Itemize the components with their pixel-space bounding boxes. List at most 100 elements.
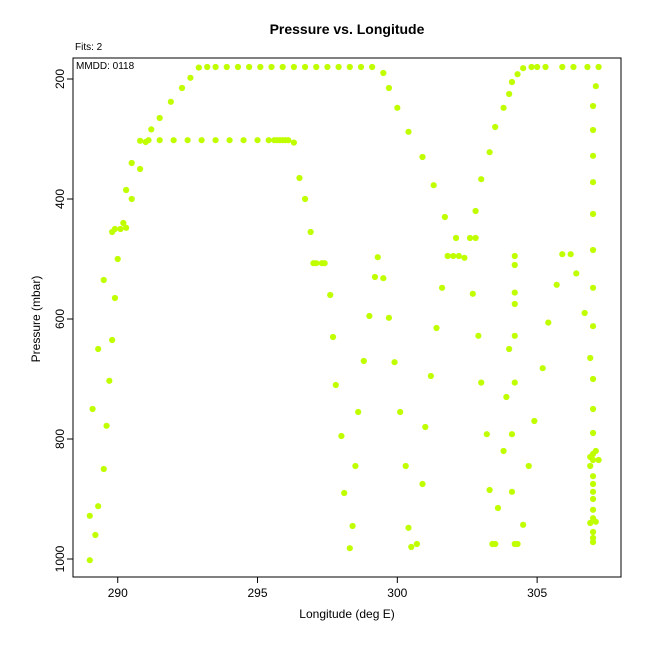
x-tick-label: 290: [108, 586, 128, 600]
data-point: [553, 281, 560, 288]
data-point: [234, 63, 242, 71]
y-tick-label: 200: [53, 69, 67, 89]
data-point: [103, 422, 110, 429]
data-point: [95, 503, 102, 510]
data-point: [506, 90, 513, 98]
data-point: [592, 518, 599, 525]
data-point: [114, 255, 121, 263]
data-point: [511, 300, 518, 308]
data-point: [408, 543, 415, 551]
data-point: [589, 473, 597, 480]
data-point: [184, 137, 191, 144]
y-tick-label: 600: [53, 309, 67, 329]
y-tick-label: 800: [53, 429, 67, 449]
data-point: [178, 84, 186, 92]
data-point: [581, 309, 588, 317]
data-point: [86, 512, 93, 519]
data-point: [508, 488, 516, 495]
data-point: [514, 540, 521, 548]
data-point: [369, 63, 376, 71]
chart-title: Pressure vs. Longitude: [270, 21, 425, 37]
data-point: [301, 63, 309, 71]
data-point: [587, 354, 594, 362]
data-point: [589, 246, 597, 254]
data-point: [301, 195, 309, 203]
data-point: [346, 63, 353, 71]
data-point: [589, 284, 597, 291]
data-point: [212, 63, 219, 71]
x-axis: 290 295 300 305: [108, 577, 547, 600]
data-point: [329, 333, 337, 341]
mmdd-annotation: MMDD: 0118: [76, 61, 135, 72]
data-point: [589, 102, 597, 110]
data-point: [313, 63, 320, 71]
data-point: [444, 252, 451, 260]
data-point: [584, 63, 591, 71]
data-point: [589, 405, 597, 413]
fits-annotation: Fits: 2: [75, 42, 103, 53]
data-point: [285, 137, 292, 144]
data-point: [296, 174, 303, 182]
data-point: [506, 345, 513, 353]
data-point: [335, 63, 342, 71]
data-point: [123, 186, 130, 194]
data-point: [332, 381, 339, 389]
data-point: [511, 379, 518, 386]
data-point: [321, 260, 328, 267]
data-point: [492, 540, 499, 548]
data-point: [511, 261, 518, 269]
data-point: [156, 114, 163, 122]
data-point: [212, 137, 219, 144]
data-point: [187, 74, 194, 81]
data-point: [380, 69, 387, 77]
data-point: [137, 165, 144, 173]
data-point: [500, 104, 507, 111]
data-point: [469, 290, 476, 297]
data-point: [89, 405, 96, 413]
data-point: [592, 83, 599, 90]
data-point: [452, 234, 460, 242]
data-point: [514, 71, 521, 78]
data-point: [111, 225, 119, 233]
data-point: [391, 359, 398, 366]
data-point: [589, 456, 597, 464]
data-point: [128, 195, 135, 203]
x-tick-label: 305: [527, 586, 547, 600]
data-point: [422, 423, 429, 431]
data-point: [254, 137, 261, 144]
y-tick-label: 400: [53, 189, 67, 209]
data-point: [145, 137, 152, 144]
data-point: [508, 78, 516, 86]
data-point: [366, 312, 373, 320]
data-point: [357, 63, 365, 71]
data-point: [290, 139, 297, 146]
data-point: [472, 207, 479, 215]
data-point: [466, 234, 474, 242]
data-point: [494, 504, 502, 512]
data-point: [307, 228, 314, 236]
data-point: [508, 431, 516, 438]
data-points: [86, 63, 602, 564]
data-point: [419, 153, 426, 161]
data-point: [528, 63, 535, 71]
data-point: [346, 545, 353, 552]
data-point: [567, 251, 574, 258]
data-point: [246, 63, 253, 71]
data-point: [128, 159, 135, 167]
data-point: [570, 63, 577, 71]
data-point: [226, 137, 233, 144]
data-point: [374, 254, 381, 261]
data-point: [478, 176, 485, 183]
x-tick-label: 295: [248, 586, 268, 600]
data-point: [573, 270, 580, 277]
x-axis-label: Longitude (deg E): [299, 607, 394, 621]
data-point: [589, 152, 597, 159]
data-point: [313, 260, 320, 267]
data-point: [589, 488, 597, 495]
data-point: [545, 319, 552, 326]
data-point: [290, 63, 297, 71]
data-point: [441, 213, 448, 221]
data-point: [371, 273, 379, 281]
data-point: [92, 531, 99, 539]
